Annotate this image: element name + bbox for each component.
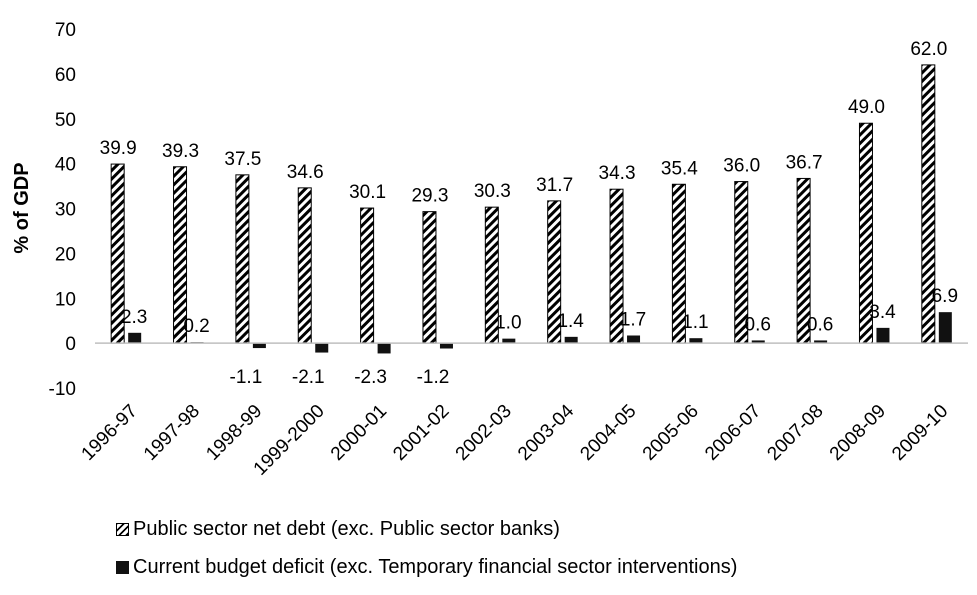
data-label-public-sector-net-debt: 31.7	[536, 175, 573, 196]
x-tick-label: 1997-98	[140, 401, 204, 465]
bar-public-sector-net-debt	[235, 174, 250, 344]
y-tick-label: 30	[55, 200, 76, 221]
y-tick-label: 10	[55, 289, 76, 310]
bar-current-budget-deficit	[502, 338, 516, 344]
data-label-public-sector-net-debt: 34.6	[287, 162, 324, 183]
data-label-public-sector-net-debt: 30.1	[349, 182, 386, 203]
y-tick-label: 60	[55, 65, 76, 86]
data-label-current-budget-deficit: 1.1	[682, 312, 708, 333]
y-tick-label: 40	[55, 155, 76, 176]
bar-current-budget-deficit	[627, 335, 641, 344]
y-tick-label: 70	[55, 20, 76, 41]
bar-current-budget-deficit	[814, 340, 828, 344]
bar-current-budget-deficit	[252, 343, 266, 349]
x-tick-label: 2003-04	[514, 400, 578, 464]
data-label-current-budget-deficit: 0.2	[183, 316, 209, 337]
x-tick-label: 2004-05	[576, 401, 640, 465]
data-label-public-sector-net-debt: 29.3	[411, 186, 448, 207]
x-tick-label: 1998-99	[202, 401, 266, 465]
x-tick-label: 2002-03	[452, 401, 516, 465]
bar-current-budget-deficit	[377, 343, 391, 354]
data-label-public-sector-net-debt: 39.9	[100, 138, 137, 159]
x-axis-tick-labels: 1996-971997-981998-991999-20002000-01200…	[78, 400, 953, 479]
bar-current-budget-deficit	[564, 336, 578, 344]
x-tick-label: 2001-02	[389, 401, 453, 465]
bar-current-budget-deficit	[876, 327, 890, 344]
x-tick-label: 2009-10	[888, 401, 952, 465]
data-label-public-sector-net-debt: 39.3	[162, 141, 199, 162]
y-tick-label: 20	[55, 244, 76, 265]
x-tick-label: 2000-01	[327, 401, 391, 465]
legend-entry-current-budget-deficit: Current budget deficit (exc. Temporary f…	[116, 556, 737, 579]
data-label-public-sector-net-debt: 30.3	[474, 181, 511, 202]
data-label-current-budget-deficit: 3.4	[869, 302, 896, 323]
x-tick-label: 2005-06	[639, 401, 703, 465]
x-tick-label: 2008-09	[826, 401, 890, 465]
bar-public-sector-net-debt	[297, 187, 312, 344]
bar-current-budget-deficit	[439, 343, 453, 349]
data-label-public-sector-net-debt: 62.0	[910, 39, 947, 60]
data-label-public-sector-net-debt: 37.5	[224, 149, 261, 170]
data-label-public-sector-net-debt: 35.4	[661, 158, 698, 179]
x-tick-label: 2006-07	[701, 401, 765, 465]
solid-swatch-icon	[116, 561, 129, 574]
data-label-public-sector-net-debt: 49.0	[848, 97, 885, 118]
data-label-public-sector-net-debt: 36.7	[786, 152, 823, 173]
x-tick-label: 2007-08	[763, 401, 827, 465]
bars: 39.9 2.3 39.3 0.2 37.5 -1.1 34.6 -2.1 30.1 -2.3 29…	[100, 39, 958, 388]
data-label-current-budget-deficit: 0.6	[745, 314, 771, 335]
bar-current-budget-deficit	[751, 340, 765, 344]
y-axis-tick-labels: -10 0 10 20 30 40 50 60 70	[49, 20, 76, 400]
hatch-swatch-icon	[116, 523, 129, 536]
y-axis-label: % of GDP	[11, 162, 33, 253]
bar-public-sector-net-debt	[422, 211, 437, 344]
bar-current-budget-deficit	[689, 338, 703, 344]
bar-current-budget-deficit	[938, 312, 952, 344]
data-label-current-budget-deficit: -1.1	[230, 367, 263, 388]
data-label-current-budget-deficit: 1.7	[620, 309, 646, 330]
data-label-current-budget-deficit: 1.4	[557, 311, 584, 332]
bar-current-budget-deficit	[315, 343, 329, 353]
y-tick-label: 0	[65, 334, 76, 355]
data-label-current-budget-deficit: 1.0	[495, 313, 521, 334]
legend-entry-public-sector-net-debt: Public sector net debt (exc. Public sect…	[116, 518, 560, 541]
data-label-public-sector-net-debt: 34.3	[599, 163, 636, 184]
y-tick-label: -10	[49, 379, 76, 400]
data-label-current-budget-deficit: -2.1	[292, 367, 325, 388]
bar-public-sector-net-debt	[360, 207, 375, 344]
data-label-current-budget-deficit: 6.9	[932, 286, 958, 307]
legend-label: Public sector net debt (exc. Public sect…	[133, 518, 560, 540]
bar-current-budget-deficit	[128, 332, 142, 344]
data-label-current-budget-deficit: -1.2	[417, 367, 450, 388]
x-tick-label: 1996-97	[78, 401, 142, 465]
data-label-current-budget-deficit: -2.3	[354, 367, 387, 388]
y-tick-label: 50	[55, 110, 76, 131]
data-label-current-budget-deficit: 2.3	[121, 307, 147, 328]
legend-label: Current budget deficit (exc. Temporary f…	[133, 556, 738, 578]
data-label-current-budget-deficit: 0.6	[807, 314, 833, 335]
data-label-public-sector-net-debt: 36.0	[723, 156, 760, 177]
